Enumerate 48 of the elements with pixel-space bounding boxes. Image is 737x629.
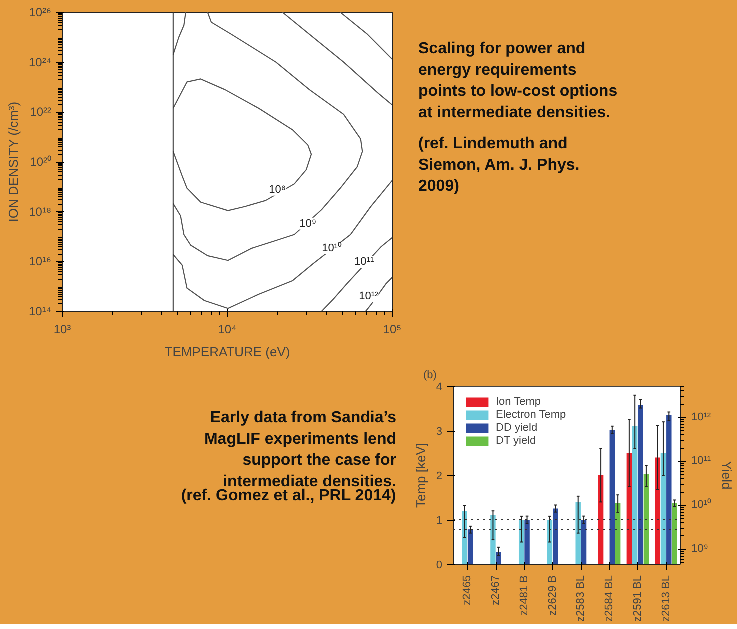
y2-tick-label: 10¹² bbox=[692, 411, 712, 424]
y2-tick-label: 10¹⁰ bbox=[692, 498, 712, 512]
annotation: 10¹¹ bbox=[354, 256, 374, 268]
y-tick-label: 2 bbox=[436, 470, 443, 482]
x-tick-label: z2467 bbox=[490, 575, 502, 606]
y-tick-label: 10¹⁶ bbox=[29, 254, 52, 269]
x-tick-label: z2591 BL bbox=[632, 575, 644, 622]
legend-label: Electron Temp bbox=[496, 409, 566, 421]
x-tick-label: z2465 bbox=[462, 575, 474, 606]
y-tick-label: 10²⁰ bbox=[30, 155, 52, 169]
y-tick-label: 3 bbox=[436, 426, 443, 438]
annotation: 10¹⁰ bbox=[322, 241, 342, 254]
line-series bbox=[172, 12, 186, 56]
legend-label: DT yield bbox=[496, 435, 536, 447]
y-tick-label: 10²⁴ bbox=[29, 55, 52, 70]
annotation: 10⁸ bbox=[269, 184, 286, 196]
y-tick-label: 10²⁶ bbox=[29, 6, 52, 20]
x-axis-title: TEMPERATURE (eV) bbox=[164, 344, 290, 360]
bar bbox=[598, 476, 604, 564]
text: Scaling for power and energy requirements points to low-cost options at intermediate densities. bbox=[418, 40, 618, 122]
x-tick-label: 10³ bbox=[54, 322, 72, 336]
text: (ref. Gomez et al., PRL 2014) bbox=[181, 488, 396, 505]
annotation: 10⁹ bbox=[300, 218, 317, 230]
bar bbox=[655, 458, 660, 564]
y-tick-label: 0 bbox=[436, 560, 443, 572]
y2-tick-label: 10⁹ bbox=[692, 543, 708, 556]
y-tick-label: 10¹⁸ bbox=[29, 204, 52, 219]
text: (b) bbox=[424, 370, 437, 382]
x-tick-label: 10⁴ bbox=[218, 322, 237, 336]
y2-axis-title: Yield bbox=[719, 461, 734, 490]
y-tick-label: 10²² bbox=[30, 105, 52, 120]
x-tick-label: z2481 B bbox=[518, 575, 530, 616]
y2-tick-label: 10¹¹ bbox=[692, 455, 712, 468]
legend-label: Ion Temp bbox=[496, 396, 542, 408]
y-axis-title: ION DENSITY (/cm³) bbox=[6, 102, 21, 222]
y-tick-label: 1 bbox=[436, 515, 443, 527]
y-tick-label: 4 bbox=[436, 382, 443, 394]
x-tick-label: z2629 B bbox=[546, 575, 559, 616]
text: (ref. Lindemuth and Siemon, Am. J. Phys. 2009) bbox=[418, 136, 580, 196]
x-tick-label: z2613 BL bbox=[660, 575, 672, 622]
x-tick-label: 10⁵ bbox=[383, 322, 402, 336]
x-tick-label: z2583 BL bbox=[575, 575, 588, 622]
legend-label: DD yield bbox=[496, 422, 538, 434]
x-tick-label: z2584 BL bbox=[604, 575, 616, 622]
y-axis-title: Temp [keV] bbox=[413, 442, 428, 508]
annotation: 10¹² bbox=[359, 290, 380, 302]
bar bbox=[626, 453, 632, 564]
y-tick-label: 10¹⁴ bbox=[29, 304, 52, 318]
